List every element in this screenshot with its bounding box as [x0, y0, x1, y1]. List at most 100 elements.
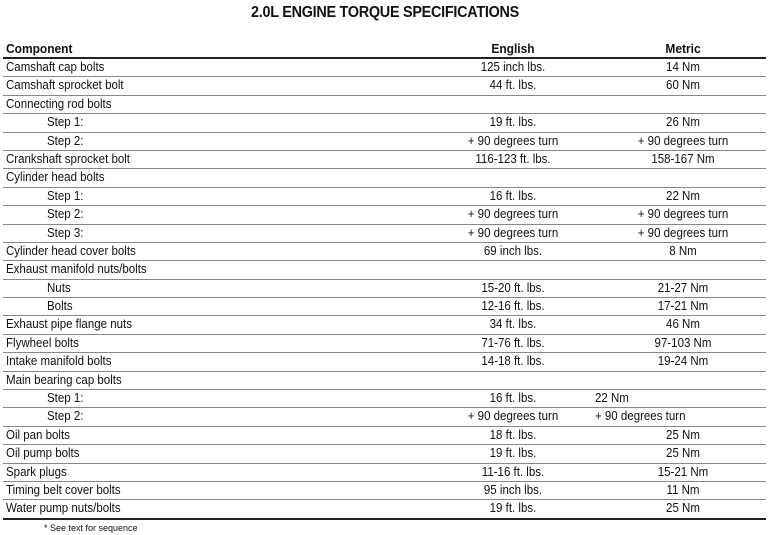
table-row: Intake manifold bolts 14-18 ft. lbs. 19-24… — [3, 353, 766, 372]
cell-component: Spark plugs — [6, 464, 67, 479]
table-row: Camshaft cap bolts 125 inch lbs. 14 Nm — [3, 59, 766, 78]
cell-metric: 14 Nm — [666, 60, 700, 74]
cell-component: Step 3: — [47, 225, 84, 240]
cell-english: 19 ft. lbs. — [489, 115, 537, 130]
header-component: Component — [6, 41, 73, 56]
cell-component: Main bearing cap bolts — [6, 372, 122, 387]
cell-metric: 11 Nm — [666, 482, 700, 497]
cell-english: 16 ft. lbs. — [489, 188, 537, 203]
torque-spec-table: Component English Metric Camshaft cap bo… — [3, 40, 766, 520]
cell-metric: 19-24 Nm — [657, 354, 709, 369]
cell-component: Step 2: — [47, 207, 84, 222]
cell-metric: 158-167 Nm — [651, 151, 715, 166]
table-row: Oil pan bolts 18 ft. lbs. 25 Nm — [3, 427, 766, 446]
table-body: Camshaft cap bolts 125 inch lbs. 14 Nm Cams… — [3, 59, 766, 520]
cell-component: Nuts — [47, 280, 71, 295]
cell-metric: 60 Nm — [666, 78, 700, 93]
cell-component: Bolts — [47, 299, 73, 314]
cell-component: Cylinder head bolts — [6, 170, 105, 185]
cell-english: + 90 degrees turn — [467, 409, 559, 424]
table-row: Step 1: 16 ft. lbs. 22 Nm — [3, 390, 766, 409]
cell-english: 116-123 ft. lbs. — [475, 151, 551, 166]
cell-english: 34 ft. lbs. — [489, 317, 537, 332]
cell-component: Intake manifold bolts — [6, 354, 112, 369]
cell-component: Flywheel bolts — [6, 335, 79, 350]
table-row: Cylinder head cover bolts 69 inch lbs. 8 N… — [3, 243, 766, 262]
cell-component: Step 1: — [47, 115, 84, 130]
cell-metric: 25 Nm — [666, 427, 700, 442]
cell-metric: 8 Nm — [669, 243, 697, 258]
cell-english: 15-20 ft. lbs. — [481, 280, 545, 295]
cell-component: Camshaft cap bolts — [6, 60, 105, 74]
table-row: Step 2: + 90 degrees turn + 90 degrees tur… — [3, 133, 766, 151]
table-row: Nuts 15-20 ft. lbs. 21-27 Nm — [3, 280, 766, 299]
cell-metric: 26 Nm — [666, 115, 700, 130]
cell-component: Step 1: — [47, 188, 84, 203]
table-row: Bolts 12-16 ft. lbs. 17-21 Nm — [3, 298, 766, 317]
cell-component: Step 2: — [47, 409, 84, 424]
cell-component: Step 1: — [47, 391, 84, 406]
table-row: Flywheel bolts 71-76 ft. lbs. 97-103 Nm — [3, 335, 766, 354]
cell-english: 95 inch lbs. — [483, 482, 543, 497]
cell-metric: 17-21 Nm — [657, 299, 709, 314]
table-row: Crankshaft sprocket bolt 116-123 ft. lbs.… — [3, 151, 766, 170]
cell-metric: 46 Nm — [666, 317, 700, 332]
table-row: Connecting rod bolts — [3, 96, 766, 115]
cell-component: Oil pump bolts — [6, 446, 80, 461]
cell-english: + 90 degrees turn — [467, 133, 559, 148]
cell-component: Exhaust manifold nuts/bolts — [6, 262, 147, 277]
cell-component: Cylinder head cover bolts — [6, 243, 136, 258]
cell-english: 12-16 ft. lbs. — [481, 299, 545, 314]
cell-english: 11-16 ft. lbs. — [481, 464, 545, 479]
cell-english: 19 ft. lbs. — [489, 446, 537, 461]
page-title: 2.0L ENGINE TORQUE SPECIFICATIONS — [251, 4, 519, 21]
table-row: Exhaust pipe flange nuts 34 ft. lbs. 46 Nm — [3, 316, 766, 335]
table-row: Step 1: 19 ft. lbs. 26 Nm — [3, 114, 766, 133]
cell-english: 125 inch lbs. — [480, 60, 546, 74]
table-row: Step 2: + 90 degrees turn + 90 degrees tur… — [3, 408, 766, 427]
table-row: Step 3: + 90 degrees turn + 90 degrees tur… — [3, 225, 766, 243]
cell-english: 69 inch lbs. — [483, 243, 543, 258]
cell-component: Oil pan bolts — [6, 427, 70, 442]
header-metric: Metric — [665, 41, 701, 56]
cell-english: 71-76 ft. lbs. — [481, 335, 545, 350]
header-english: English — [491, 41, 535, 56]
cell-english: 16 ft. lbs. — [489, 391, 537, 406]
cell-component: Camshaft sprocket bolt — [6, 78, 124, 93]
cell-metric: 22 Nm — [666, 188, 700, 203]
cell-metric: 25 Nm — [666, 446, 700, 461]
cell-metric: + 90 degrees turn — [637, 133, 729, 148]
cell-metric: 15-21 Nm — [657, 464, 709, 479]
table-row: Camshaft sprocket bolt 44 ft. lbs. 60 Nm — [3, 77, 766, 96]
cell-english: + 90 degrees turn — [467, 207, 559, 222]
table-header: Component English Metric — [3, 40, 766, 59]
cell-component: Exhaust pipe flange nuts — [6, 317, 132, 332]
cell-component: Connecting rod bolts — [6, 96, 112, 111]
cell-metric: + 90 degrees turn — [637, 225, 729, 240]
table-row: Water pump nuts/bolts 19 ft. lbs. 25 Nm — [3, 500, 766, 520]
table-row: Main bearing cap bolts — [3, 372, 766, 391]
cell-component: Timing belt cover bolts — [6, 482, 121, 497]
cell-english: 18 ft. lbs. — [489, 427, 537, 442]
table-row: Spark plugs 11-16 ft. lbs. 15-21 Nm — [3, 464, 766, 482]
cell-metric: + 90 degrees turn — [595, 409, 686, 424]
cell-english: 19 ft. lbs. — [489, 501, 537, 516]
cell-component: Water pump nuts/bolts — [6, 501, 121, 516]
table-row: Step 2: + 90 degrees turn + 90 degrees tur… — [3, 206, 766, 225]
table-row: Oil pump bolts 19 ft. lbs. 25 Nm — [3, 445, 766, 464]
footnote: * See text for sequence — [44, 523, 138, 533]
table-row: Timing belt cover bolts 95 inch lbs. 11 Nm — [3, 482, 766, 501]
table-row: Exhaust manifold nuts/bolts — [3, 261, 766, 280]
cell-metric: 97-103 Nm — [654, 335, 712, 350]
cell-metric: 21-27 Nm — [657, 280, 709, 295]
table-row: Step 1: 16 ft. lbs. 22 Nm — [3, 188, 766, 207]
cell-metric: 22 Nm — [595, 391, 629, 406]
cell-metric: + 90 degrees turn — [637, 207, 729, 222]
cell-component: Step 2: — [47, 133, 84, 148]
table-row: Cylinder head bolts — [3, 169, 766, 188]
cell-english: 44 ft. lbs. — [489, 78, 537, 93]
cell-english: + 90 degrees turn — [467, 225, 559, 240]
cell-metric: 25 Nm — [666, 501, 700, 516]
cell-english: 14-18 ft. lbs. — [481, 354, 545, 369]
cell-component: Crankshaft sprocket bolt — [6, 151, 131, 166]
